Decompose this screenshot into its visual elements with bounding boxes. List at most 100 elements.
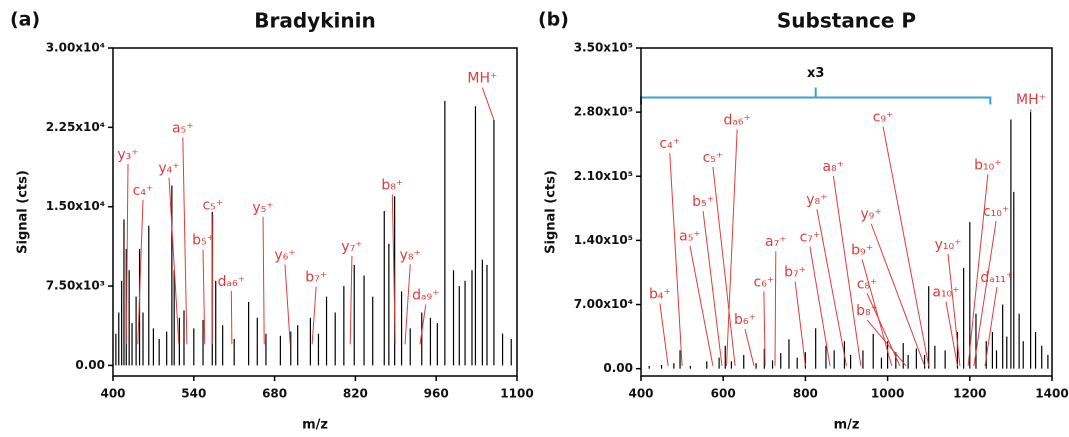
annotation-line	[973, 220, 997, 366]
annotation-label: c₇⁺	[800, 230, 821, 246]
annotation-line	[816, 208, 847, 367]
annotation-line	[125, 163, 129, 345]
annotation-label: y₇⁺	[341, 239, 362, 255]
annotation-label: y₆⁺	[274, 247, 295, 263]
x-tick-label: 1100	[500, 387, 533, 401]
annotation-line	[311, 286, 317, 345]
annotation-label: dₐ₉⁺	[412, 288, 439, 304]
bracket	[640, 87, 992, 105]
annotation-line	[947, 253, 961, 366]
x-tick-label: 540	[181, 387, 206, 401]
annotation-line	[725, 129, 738, 366]
annotation-line	[182, 137, 188, 345]
annotation-label: y₈⁺	[806, 192, 827, 208]
y-tick-label: 1.50x10⁴	[46, 199, 105, 213]
annotation-label: dₐ₆⁺	[723, 112, 750, 128]
x-tick-label: 680	[262, 387, 287, 401]
annotation-label: b₅⁺	[192, 233, 214, 249]
annotation-line	[794, 281, 806, 366]
annotation-label: y₅⁺	[252, 200, 273, 216]
x-tick-label: 1200	[953, 387, 986, 401]
annotation-line	[832, 176, 862, 366]
annotation-line	[866, 319, 907, 367]
annotation-line	[404, 264, 411, 345]
x-tick-label: 400	[100, 387, 125, 401]
x-tick-label: 1000	[871, 387, 904, 401]
annotation-label: a₅⁺	[172, 120, 194, 136]
annotation-label: c₅⁺	[202, 198, 223, 214]
annotation-line	[712, 166, 736, 366]
annotation-label: a₇⁺	[765, 234, 787, 250]
annotation-label: dₐ₆⁺	[218, 274, 245, 290]
x-axis-label: m/z	[302, 418, 328, 433]
annotation-label: a₅⁺	[679, 229, 701, 245]
x-tick-label: 600	[711, 387, 736, 401]
y-tick-label: 2.10x10⁵	[574, 169, 633, 183]
annotation-label: y₁₀⁺	[935, 237, 962, 253]
annotation-label: b₉⁺	[851, 242, 873, 258]
annotation-label: y₃⁺	[117, 147, 138, 163]
panel-label: (a)	[10, 9, 40, 31]
annotation-line	[230, 290, 233, 345]
annotation-line	[809, 246, 831, 367]
annotation-label: b₄⁺	[649, 286, 671, 302]
panel-label: (b)	[538, 9, 569, 31]
annotation-line	[391, 194, 396, 345]
annotation-label: b₇⁺	[305, 270, 327, 286]
y-tick-label: 2.80x10⁵	[574, 105, 633, 119]
y-axis-label: Signal (cts)	[544, 170, 559, 254]
annotation-label: y₈⁺	[400, 247, 421, 263]
annotation-line	[870, 223, 926, 367]
y-tick-label: 0.00	[603, 361, 633, 375]
annotation-label: a₁₀⁺	[932, 285, 959, 301]
chart-title: Bradykinin	[254, 9, 375, 33]
annotation-line	[967, 174, 989, 366]
annotation-line	[689, 245, 714, 367]
y-tick-label: 0.00	[75, 358, 105, 372]
annotation-label: b₅⁺	[692, 194, 714, 210]
annotation-line	[284, 264, 291, 345]
annotation-label: dₐ₁₁⁺	[980, 270, 1013, 286]
plot-frame	[640, 47, 1053, 377]
annotation-line	[262, 216, 265, 345]
annotation-label: b₈⁺	[856, 303, 878, 319]
annotation-label: MH⁺	[1016, 92, 1046, 108]
annotation-label: c₄⁺	[133, 183, 154, 199]
annotation-line	[211, 214, 214, 345]
y-tick-label: 3.00x10⁴	[46, 41, 105, 55]
annotation-line	[763, 291, 766, 366]
annotation-line	[349, 255, 353, 345]
annotation-label: c₆⁺	[754, 275, 775, 291]
y-tick-label: 1.40x10⁵	[574, 233, 633, 247]
annotation-line	[774, 251, 777, 366]
chart-title: Substance P	[777, 9, 916, 33]
annotation-line	[669, 153, 683, 366]
annotation-label: y₉⁺	[861, 207, 882, 223]
annotation-line	[137, 199, 144, 345]
x-tick-label: 400	[628, 387, 653, 401]
x-tick-label: 800	[793, 387, 818, 401]
x-axis-label: m/z	[834, 418, 860, 433]
annotation-line	[702, 210, 723, 366]
y-tick-label: 2.25x10⁴	[46, 120, 105, 134]
annotation-line	[659, 303, 669, 366]
annotation-line	[744, 328, 755, 367]
y-axis-label: Signal (cts)	[16, 170, 31, 254]
annotation-line	[866, 293, 901, 367]
annotation-line	[481, 87, 495, 121]
x-tick-label: 820	[343, 387, 368, 401]
x-tick-label: 1400	[1035, 387, 1068, 401]
annotation-line	[419, 304, 427, 345]
y-tick-label: 7.50x10³	[46, 279, 105, 293]
x-tick-label: 960	[424, 387, 449, 401]
annotation-line	[882, 126, 930, 367]
annotation-label: c₉⁺	[873, 110, 894, 126]
annotation-label: MH⁺	[467, 71, 497, 87]
annotation-line	[945, 301, 958, 367]
annotation-label: c₅⁺	[703, 150, 724, 166]
y-tick-label: 3.50x10⁵	[574, 41, 633, 55]
annotation-label: b₈⁺	[381, 178, 403, 194]
annotation-label: b₇⁺	[784, 264, 806, 280]
annotation-label: b₁₀⁺	[974, 157, 1002, 173]
